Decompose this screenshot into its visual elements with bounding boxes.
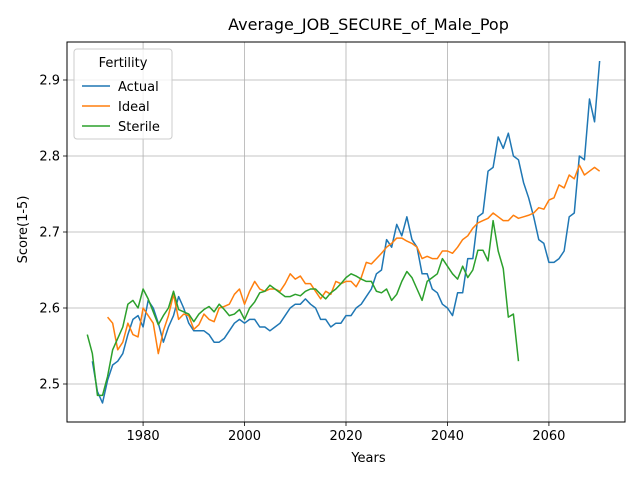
legend-box	[73, 48, 173, 140]
series-line-sterile	[86, 219, 520, 397]
grid	[67, 42, 625, 422]
legend-label-sterile: Sterile	[118, 120, 160, 135]
y-tick-label: 2.9	[39, 74, 60, 89]
legend-title: Fertility	[99, 56, 148, 71]
legend-label-ideal: Ideal	[118, 100, 150, 115]
x-tick-label: 1980	[127, 429, 160, 444]
x-axis-label: Years	[350, 451, 386, 466]
legend-label-actual: Actual	[118, 80, 159, 95]
legend: Fertility Actual Ideal Sterile	[73, 48, 173, 140]
x-tick-label: 2060	[532, 429, 565, 444]
y-tick-label: 2.8	[39, 150, 60, 165]
x-tick-label: 2020	[329, 429, 362, 444]
series-line-ideal	[107, 164, 601, 355]
y-tick-label: 2.7	[39, 226, 60, 241]
x-tick-label: 2000	[228, 429, 261, 444]
y-tick-label: 2.6	[39, 302, 60, 317]
y-tick-label: 2.5	[39, 378, 60, 393]
y-axis-label: Score(1-5)	[16, 196, 31, 264]
y-axis-ticks: 2.5 2.6 2.7 2.8 2.9	[39, 74, 67, 393]
chart-title: Average_JOB_SECURE_of_Male_Pop	[228, 15, 509, 35]
series-layer	[86, 60, 601, 404]
x-axis-ticks: 1980 2000 2020 2040 2060	[127, 422, 565, 444]
x-tick-label: 2040	[431, 429, 464, 444]
